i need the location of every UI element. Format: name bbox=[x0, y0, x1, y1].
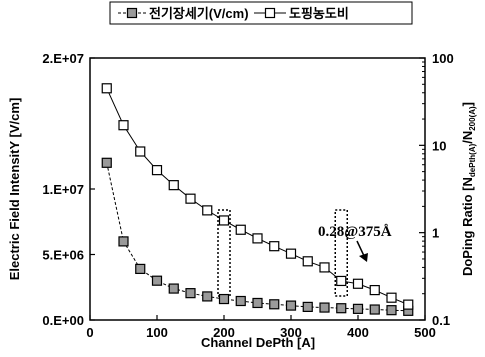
highlight-boxes bbox=[217, 209, 348, 297]
data-point-doping-ratio bbox=[369, 284, 380, 296]
series-line-doping-ratio bbox=[106, 88, 409, 306]
x-tick-label: 0 bbox=[86, 325, 93, 340]
data-point-doping-ratio bbox=[151, 165, 163, 176]
data-point-electric-field bbox=[336, 303, 347, 314]
y-axis-right-title: DoPing Ratio [NdePth(A)/N200(A)] bbox=[460, 102, 477, 276]
data-point-doping-ratio bbox=[302, 256, 313, 267]
highlight-box bbox=[334, 209, 348, 297]
data-point-doping-ratio bbox=[168, 180, 179, 191]
plot-area bbox=[89, 57, 426, 321]
y-axis-right-title-sub2: 200(A) bbox=[468, 106, 477, 131]
data-point-doping-ratio bbox=[135, 146, 146, 157]
data-point-electric-field bbox=[285, 300, 297, 311]
y-axis-left-title: Electric Field IntensitY [V/cm] bbox=[7, 98, 22, 281]
x-tick-label: 200 bbox=[213, 325, 235, 340]
data-point-electric-field bbox=[386, 305, 397, 316]
data-point-doping-ratio bbox=[202, 205, 213, 216]
x-axis-title: Channel DePth [A] bbox=[201, 335, 315, 350]
data-point-electric-field bbox=[118, 236, 129, 247]
data-point-electric-field bbox=[202, 291, 213, 302]
data-point-electric-field bbox=[168, 283, 179, 294]
data-point-doping-ratio bbox=[118, 120, 129, 131]
y-axis-right-title-end: ] bbox=[460, 102, 475, 106]
x-tick-label: 300 bbox=[280, 325, 302, 340]
data-point-electric-field bbox=[369, 304, 380, 315]
data-point-electric-field bbox=[151, 275, 163, 286]
data-point-doping-ratio bbox=[218, 215, 230, 226]
data-point-doping-ratio bbox=[235, 224, 246, 235]
data-point-electric-field bbox=[352, 303, 364, 314]
data-point-electric-field bbox=[101, 157, 112, 168]
data-point-doping-ratio bbox=[252, 233, 263, 244]
y-axis-right: 0.1 1 10 100 bbox=[419, 51, 454, 328]
data-point-electric-field bbox=[218, 293, 230, 305]
y-right-tick-label: 10 bbox=[432, 138, 446, 153]
legend-marker-doping bbox=[264, 7, 276, 19]
data-point-doping-ratio bbox=[101, 83, 112, 94]
y-left-tick-label: 0.E+00 bbox=[42, 313, 84, 328]
legend-label-doping: 도핑농도비 bbox=[289, 6, 349, 21]
y-right-tick-label: 1 bbox=[432, 226, 439, 241]
x-axis: 0 100 200 300 400 500 bbox=[86, 315, 436, 340]
data-point-electric-field bbox=[185, 288, 196, 299]
data-point-doping-ratio bbox=[285, 248, 297, 259]
annotation-label: 0.28@375Å bbox=[318, 224, 392, 240]
x-tick-label: 400 bbox=[347, 325, 369, 340]
data-point-electric-field bbox=[252, 297, 263, 309]
y-axis-right-title-main: DoPing Ratio [N bbox=[460, 177, 475, 276]
data-point-electric-field bbox=[269, 299, 280, 310]
data-point-doping-ratio bbox=[352, 278, 364, 289]
data-point-doping-ratio bbox=[185, 193, 196, 204]
data-point-electric-field bbox=[302, 301, 313, 312]
legend: 전기장세기(V/cm) 도핑농도비 bbox=[109, 1, 413, 25]
y-axis-right-title-mid: /N bbox=[460, 131, 475, 144]
y-right-tick-label: 0.1 bbox=[432, 313, 450, 328]
legend-label-efield: 전기장세기(V/cm) bbox=[149, 6, 249, 21]
legend-marker-efield bbox=[126, 7, 138, 19]
data-point-electric-field bbox=[235, 295, 246, 307]
series-layer bbox=[101, 83, 414, 316]
data-point-doping-ratio bbox=[269, 241, 280, 252]
data-point-doping-ratio bbox=[336, 275, 347, 287]
data-point-doping-ratio bbox=[386, 292, 397, 303]
data-point-electric-field bbox=[135, 263, 146, 275]
annotation-arrowhead bbox=[359, 253, 368, 262]
data-point-doping-ratio bbox=[403, 299, 414, 310]
y-axis-right-title-sub1: dePth(A) bbox=[468, 143, 477, 177]
x-tick-label: 500 bbox=[414, 325, 436, 340]
y-right-tick-label: 100 bbox=[432, 51, 454, 66]
y-axis-left: 0.E+00 5.E+06 1.E+07 2.E+07 bbox=[42, 51, 95, 328]
data-point-electric-field bbox=[319, 302, 330, 313]
y-left-tick-label: 1.E+07 bbox=[42, 182, 84, 197]
x-tick-label: 100 bbox=[146, 325, 168, 340]
y-left-tick-label: 2.E+07 bbox=[42, 51, 84, 66]
y-left-tick-label: 5.E+06 bbox=[42, 248, 84, 263]
data-point-doping-ratio bbox=[319, 262, 330, 273]
